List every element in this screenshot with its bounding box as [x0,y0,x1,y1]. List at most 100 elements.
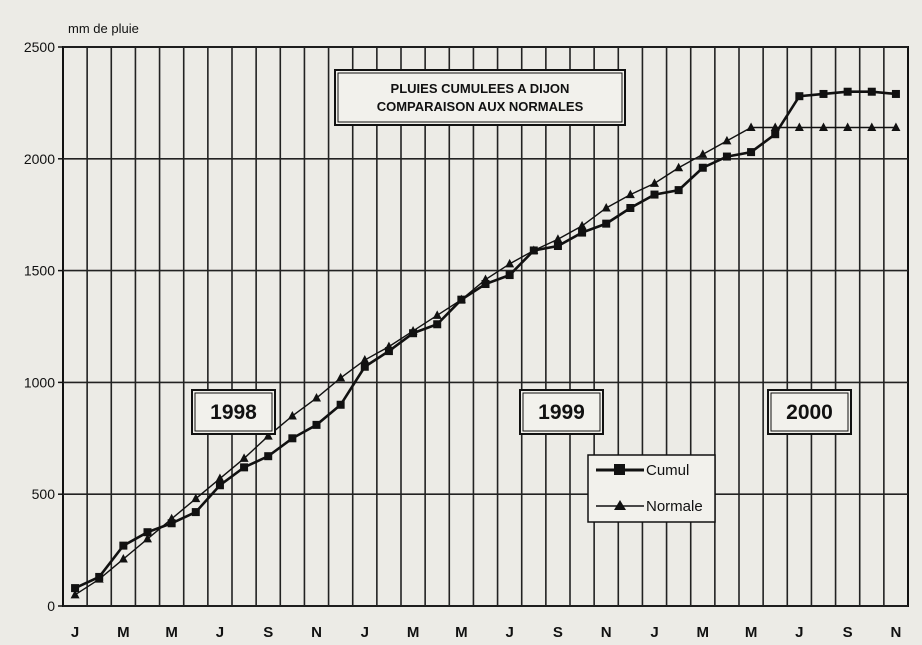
y-tick-label: 2500 [24,39,55,55]
normale-point [94,574,104,583]
y-tick-label: 2000 [24,151,55,167]
year-label: 1998 [210,401,257,424]
normale-point [843,122,853,131]
year-box [519,389,604,435]
cumul-point [650,190,659,199]
cumul-point [215,481,224,490]
x-tick-label: N [601,624,612,641]
x-tick-label: J [650,624,658,641]
normale-point [722,135,732,145]
cumul-point [119,541,128,550]
title-box: PLUIES CUMULEES A DIJON COMPARAISON AUX … [334,69,626,126]
x-tick-label: M [455,624,468,641]
normale-point [408,325,418,335]
y-tick-label: 1500 [24,263,55,279]
normale-point [215,473,225,483]
normale-point [746,122,756,131]
cumul-point [288,434,297,443]
normale-point [432,310,442,319]
cumul-point [360,362,369,371]
year-labels: 1998 1999 2000 [191,389,852,435]
chart-title: PLUIES CUMULEES A DIJON [391,81,570,96]
x-tick-label: N [891,624,902,641]
y-tick-label: 0 [47,598,55,614]
year-box [191,389,276,435]
normale-point [891,122,901,131]
legend-normale-label: Normale [646,498,703,515]
cumul-point [626,203,635,212]
cumul-point [602,219,611,228]
cumul-point [674,186,683,195]
normale-point [167,513,177,523]
x-tick-label: N [311,624,322,641]
cumul-point [819,89,828,98]
normale-point [263,431,273,440]
cumul-point [698,163,707,172]
normale-point [384,341,394,351]
cumul-point [578,228,587,237]
cumul-point [505,271,514,280]
normale-point [336,372,346,382]
cumul-point [240,463,249,472]
x-tick-label: M [697,624,710,641]
x-tick-label: S [553,624,563,641]
cumul-point [71,584,80,593]
normale-point [625,189,635,199]
x-tick-label: J [795,624,803,641]
x-tick-label: J [216,624,224,641]
normale-point [794,122,804,131]
series-lines [70,87,901,599]
normale-point [456,294,466,304]
cumul-point [167,519,176,528]
normale-point [287,410,297,420]
legend: Cumul Normale [587,454,716,523]
cumul-point [771,130,780,139]
normale-point [481,274,490,284]
cumul-point [143,528,152,537]
cumul-point [481,280,490,289]
cumul-point [867,87,876,96]
normale-point [239,453,249,462]
normale-point [143,533,152,543]
year-label: 2000 [786,401,833,424]
cumul-point [795,92,804,101]
cumul-point [891,89,900,98]
legend-cumul-marker [614,464,625,475]
x-tick-label: M [165,624,178,641]
normale-point [312,393,321,402]
normale-point [819,122,828,131]
normale-point [650,178,659,187]
year-box-inner [522,392,601,432]
cumul-point [336,400,345,409]
x-tick-label: S [263,624,273,641]
axes: 0 500 1000 1500 2000 2500 J M M J S N J M M J S N J M M J S N [24,39,902,641]
cumul-point [722,152,731,161]
legend-cumul-label: Cumul [646,462,689,479]
x-tick-label: M [117,624,130,641]
chart-subtitle: COMPARAISON AUX NORMALES [377,99,584,114]
normale-point [529,245,539,254]
normale-point [360,355,370,364]
y-tick-label: 1000 [24,374,55,390]
year-box-inner [194,392,273,432]
cumul-point [191,508,200,517]
x-tick-label: M [745,624,758,641]
normale-point [674,162,684,172]
grid [62,46,909,607]
normale-point [770,122,780,131]
year-box-inner [770,392,849,432]
normale-point [698,149,708,158]
x-tick-label: J [71,624,79,641]
cumul-point [384,347,393,356]
cumul-point [843,87,852,96]
normale-point [577,220,587,230]
cumul-point [433,320,442,329]
cumul-point [553,242,562,251]
normale-point [191,493,201,503]
x-tick-label: J [361,624,369,641]
normale-point [601,202,611,212]
cumul-point [312,420,321,429]
x-tick-label: M [407,624,420,641]
x-tick-label: J [505,624,513,641]
